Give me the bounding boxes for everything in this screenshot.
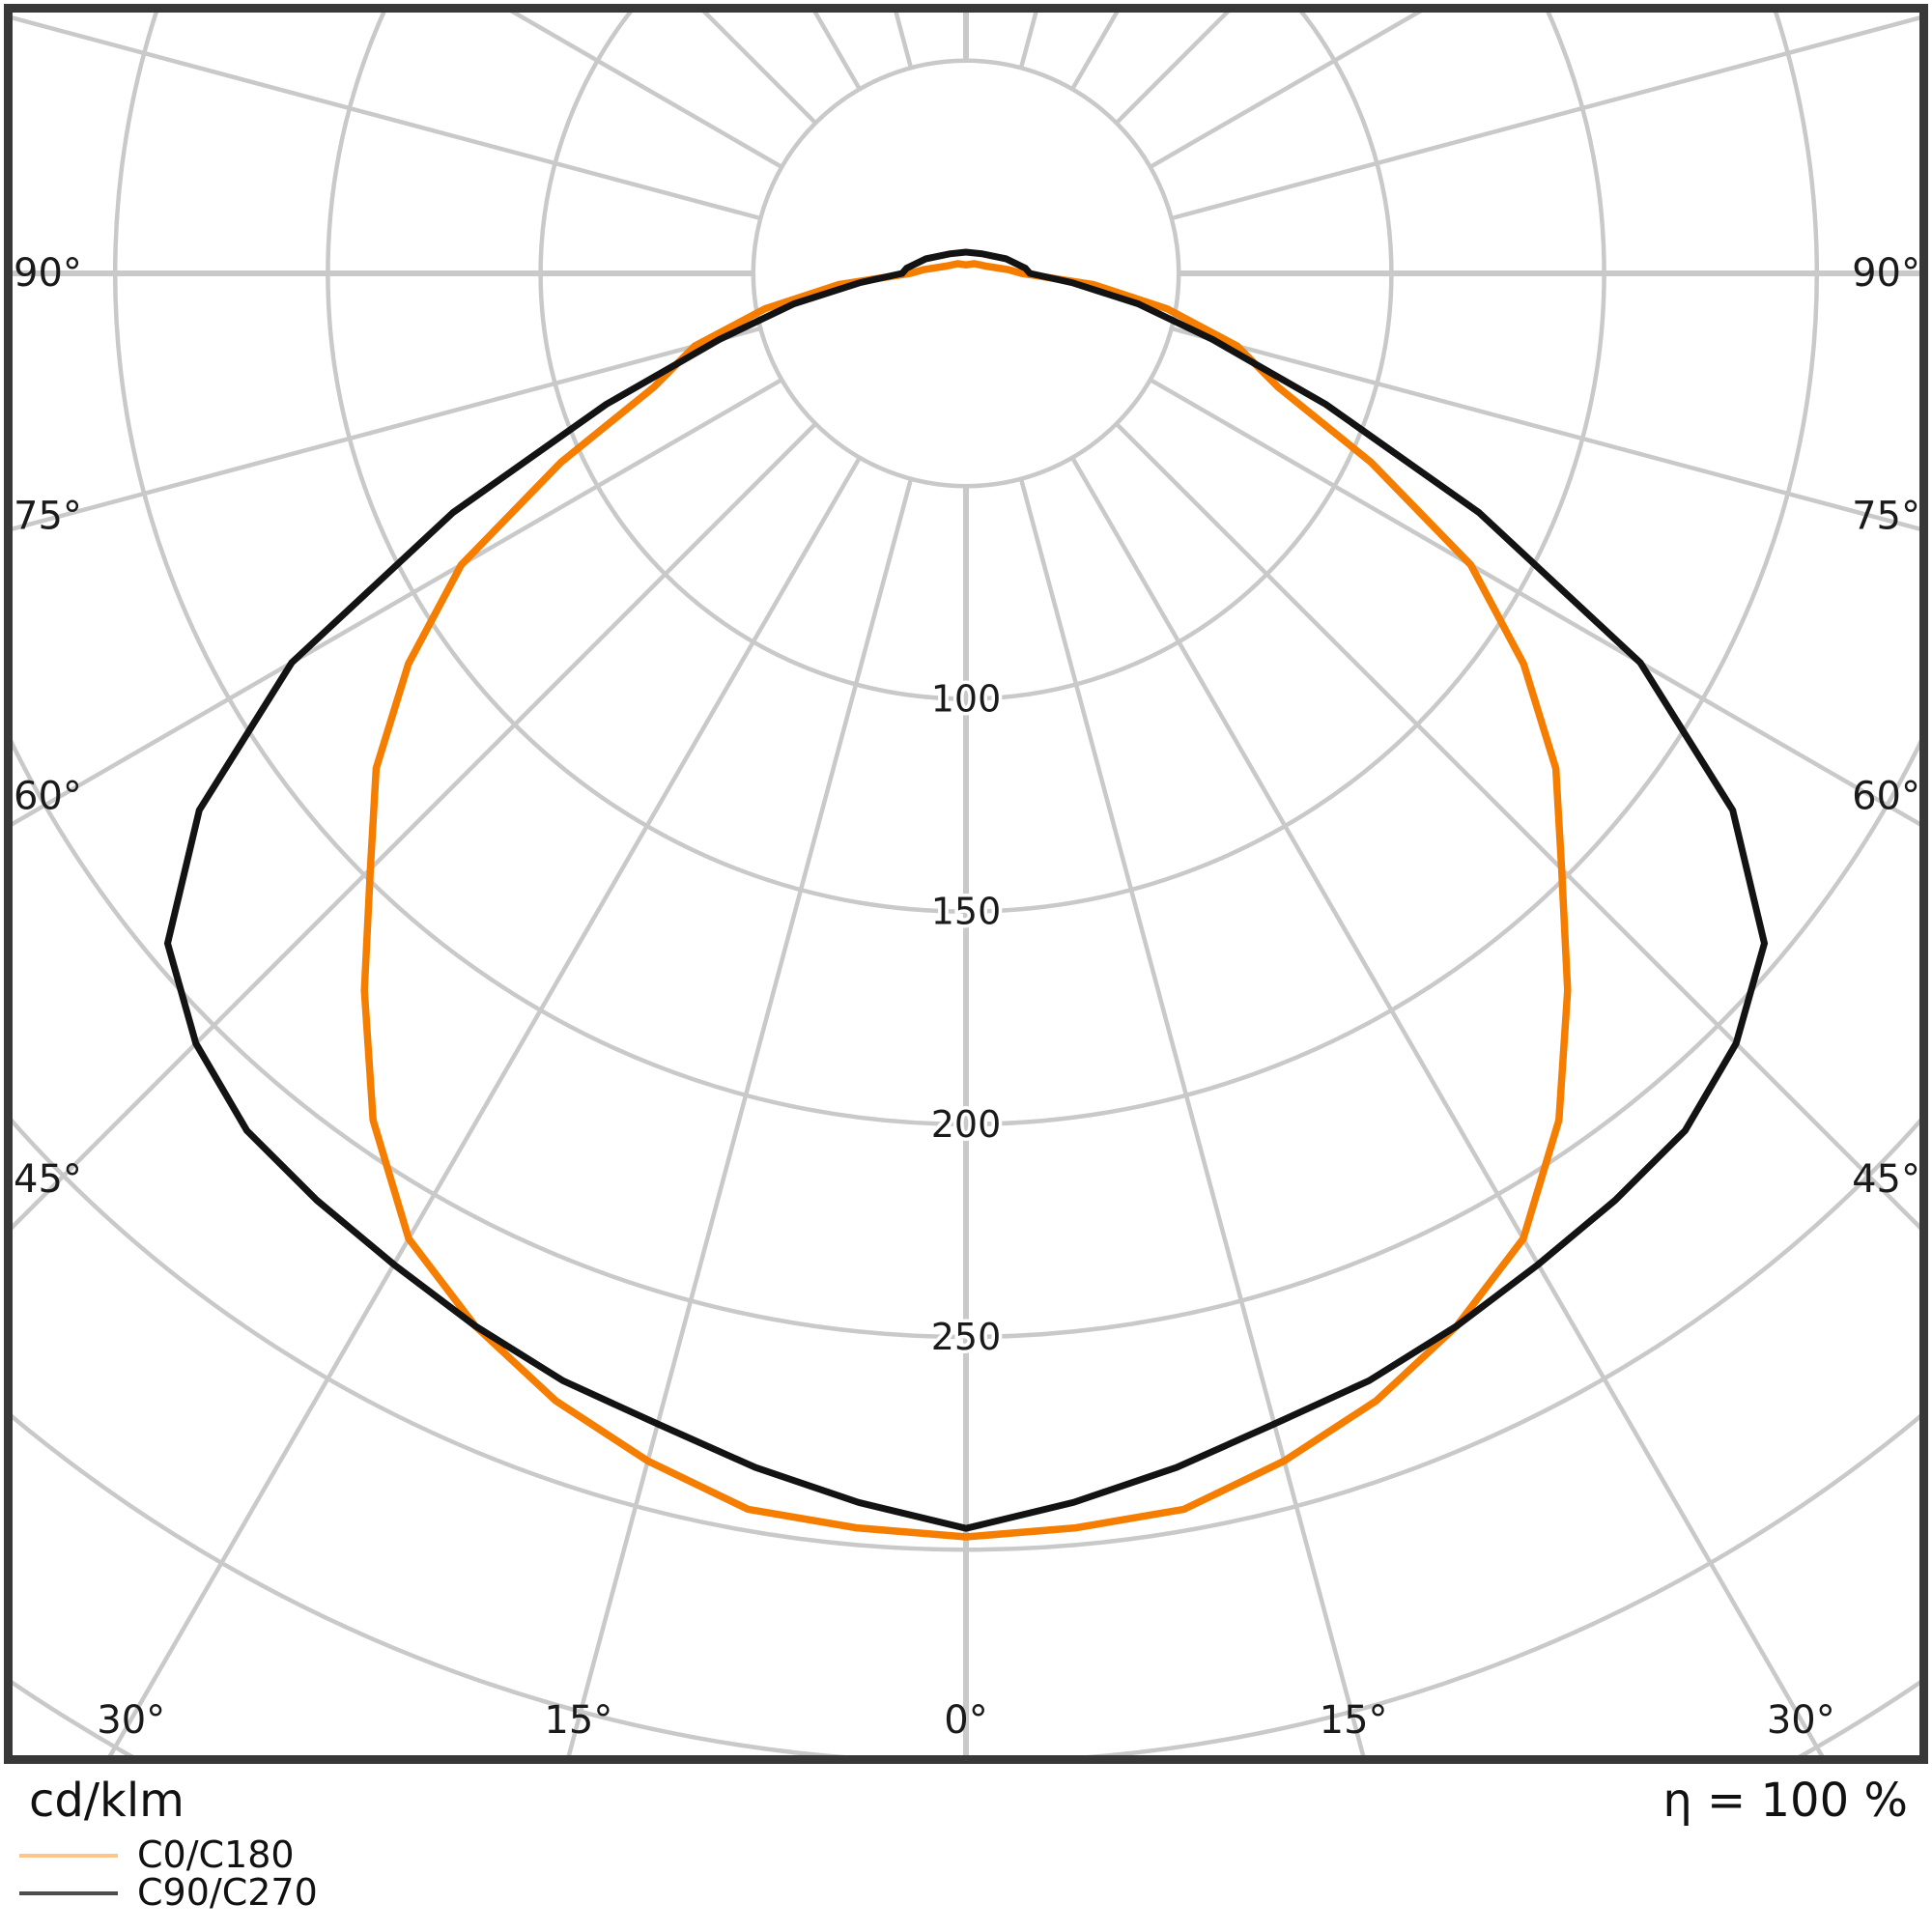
grid-spoke-60 bbox=[1149, 378, 1924, 830]
legend-label: C90/C270 bbox=[137, 1871, 318, 1914]
theta-tick-label-15-right: 15° bbox=[1320, 1698, 1388, 1743]
theta-tick-label-75-right: 75° bbox=[1852, 494, 1920, 538]
theta-tick-label-0: 0° bbox=[944, 1698, 987, 1743]
theta-tick-label-90-left: 90° bbox=[14, 251, 82, 296]
legend-swatch-c90-c270-line bbox=[19, 1890, 118, 1895]
series-curves bbox=[163, 248, 1769, 1541]
theta-tick-label-30-left: 30° bbox=[97, 1698, 165, 1743]
grid-spoke-15 bbox=[1018, 478, 1367, 1760]
legend: C0/C180 C90/C270 bbox=[19, 1836, 318, 1912]
grid-spoke-30 bbox=[1070, 456, 1827, 1760]
r-tick-label-150: 150 bbox=[931, 891, 1002, 933]
r-tick-label-200: 200 bbox=[931, 1103, 1002, 1146]
theta-tick-label-90-right: 90° bbox=[1852, 251, 1920, 296]
theta-tick-label-60-right: 60° bbox=[1852, 775, 1920, 819]
efficiency-label: η = 100 % bbox=[1662, 1774, 1908, 1828]
grid-spoke-345 bbox=[565, 478, 914, 1760]
theta-tick-label-60-left: 60° bbox=[14, 775, 82, 819]
unit-label: cd/klm bbox=[29, 1774, 185, 1828]
grid-spoke-315 bbox=[8, 422, 817, 1235]
grid-spoke-75 bbox=[1171, 326, 1924, 533]
grid-spoke-285 bbox=[8, 326, 761, 533]
grid-spoke-330 bbox=[105, 456, 862, 1760]
theta-tick-label-75-left: 75° bbox=[14, 494, 82, 538]
theta-tick-label-45-left: 45° bbox=[14, 1157, 82, 1202]
theta-tick-label-45-right: 45° bbox=[1852, 1157, 1920, 1202]
legend-label: C0/C180 bbox=[137, 1833, 295, 1876]
grid-spoke-105 bbox=[1171, 14, 1924, 221]
r-tick-label-250: 250 bbox=[931, 1316, 1002, 1358]
legend-item-c90-c270: C90/C270 bbox=[19, 1874, 318, 1912]
plot-frame-border bbox=[4, 4, 1928, 1764]
grid-spoke-300 bbox=[8, 378, 783, 830]
theta-tick-label-30-right: 30° bbox=[1767, 1698, 1835, 1743]
axis-labels: 100 150 200 250 0° 15° 15° 30° 30° 45° 45° 60° 60° 75… bbox=[14, 251, 1920, 1743]
legend-swatch-c0-c180-line bbox=[19, 1853, 118, 1858]
theta-tick-label-15-left: 15° bbox=[544, 1698, 612, 1743]
r-tick-label-100: 100 bbox=[931, 677, 1002, 720]
grid-spoke-255 bbox=[8, 14, 761, 221]
legend-item-c0-c180: C0/C180 bbox=[19, 1836, 318, 1874]
grid-spoke-45 bbox=[1115, 422, 1924, 1235]
curve-c90-c270 bbox=[163, 248, 1769, 1532]
